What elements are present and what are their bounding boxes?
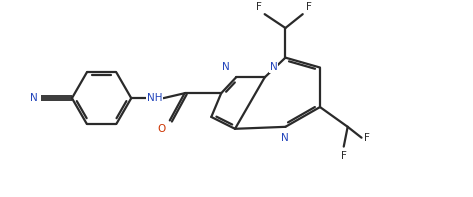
Text: N: N: [270, 62, 277, 72]
Text: F: F: [256, 2, 262, 12]
Text: F: F: [306, 2, 312, 12]
Text: O: O: [158, 124, 166, 134]
Text: N: N: [222, 62, 230, 72]
Text: NH: NH: [147, 93, 162, 103]
Text: F: F: [365, 133, 370, 143]
Text: F: F: [341, 151, 347, 161]
Text: N: N: [30, 93, 37, 103]
Text: N: N: [280, 133, 289, 143]
